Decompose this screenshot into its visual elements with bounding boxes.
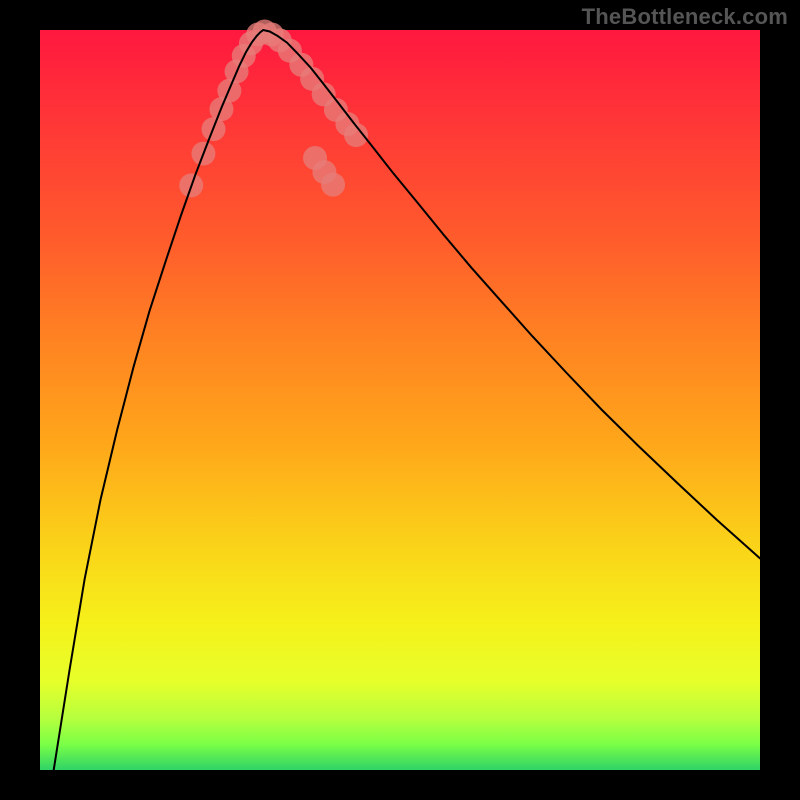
- plot-gradient-area: [40, 30, 760, 770]
- chart-container: TheBottleneck.com: [0, 0, 800, 800]
- watermark-text: TheBottleneck.com: [582, 4, 788, 30]
